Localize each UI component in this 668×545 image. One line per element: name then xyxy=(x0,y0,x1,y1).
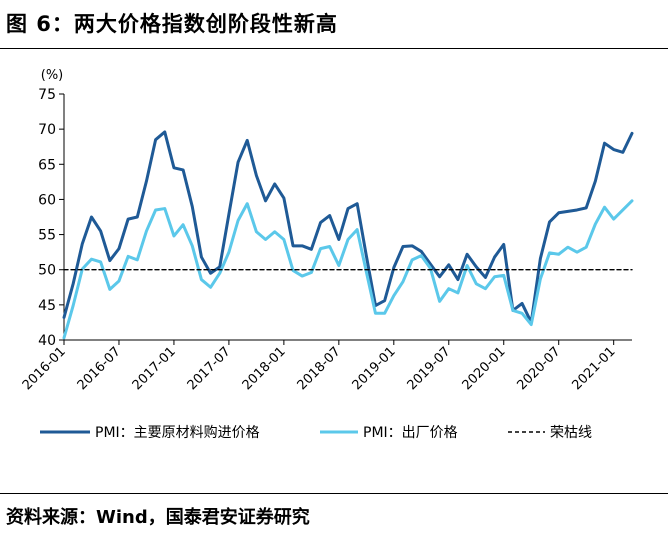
chart-legend: PMI：主要原材料购进价格 PMI：出厂价格 荣枯线 xyxy=(40,425,592,441)
y-tick-label: 45 xyxy=(38,298,56,314)
y-tick-label: 40 xyxy=(38,333,56,349)
source-note: 资料来源：Wind，国泰君安证券研究 xyxy=(6,507,310,528)
y-tick-label: 50 xyxy=(38,263,56,279)
y-tick-label: 75 xyxy=(38,87,56,103)
figure-title: 图 6：两大价格指数创阶段性新高 xyxy=(6,12,338,36)
legend-item-raw-material-label: PMI：主要原材料购进价格 xyxy=(95,425,260,441)
x-tick-label: 2021-01 xyxy=(569,344,618,393)
y-tick-label: 60 xyxy=(38,192,56,208)
x-tick-label: 2020-01 xyxy=(460,344,509,393)
x-tick-label: 2018-07 xyxy=(295,344,344,393)
top-rule xyxy=(0,48,668,49)
chart-series xyxy=(62,130,634,340)
y-tick-label: 70 xyxy=(38,122,56,138)
x-tick-label: 2016-01 xyxy=(20,344,69,393)
y-unit-label: (%) xyxy=(41,68,64,83)
x-tick-label: 2017-01 xyxy=(130,344,179,393)
bottom-rule xyxy=(0,493,668,494)
series-line-2 xyxy=(62,199,634,340)
line-chart: (%) 40 45 50 55 60 65 70 75 2016-01 2016-07 2017-01… xyxy=(20,68,634,441)
x-tick-label: 2017-07 xyxy=(185,344,234,393)
legend-item-output-price-label: PMI：出厂价格 xyxy=(363,425,458,441)
chart-axes: (%) 40 45 50 55 60 65 70 75 2016-01 2016-07 2017-01… xyxy=(20,68,632,393)
x-tick-label: 2019-07 xyxy=(405,344,454,393)
x-tick-label: 2018-01 xyxy=(240,344,289,393)
legend-item-threshold-label: 荣枯线 xyxy=(550,425,592,441)
y-tick-label: 55 xyxy=(38,228,56,244)
y-tick-label: 65 xyxy=(38,157,56,173)
x-tick-label: 2020-07 xyxy=(515,344,564,393)
x-tick-label: 2019-01 xyxy=(350,344,399,393)
x-tick-label: 2016-07 xyxy=(75,344,124,393)
series-line-1 xyxy=(62,130,634,324)
